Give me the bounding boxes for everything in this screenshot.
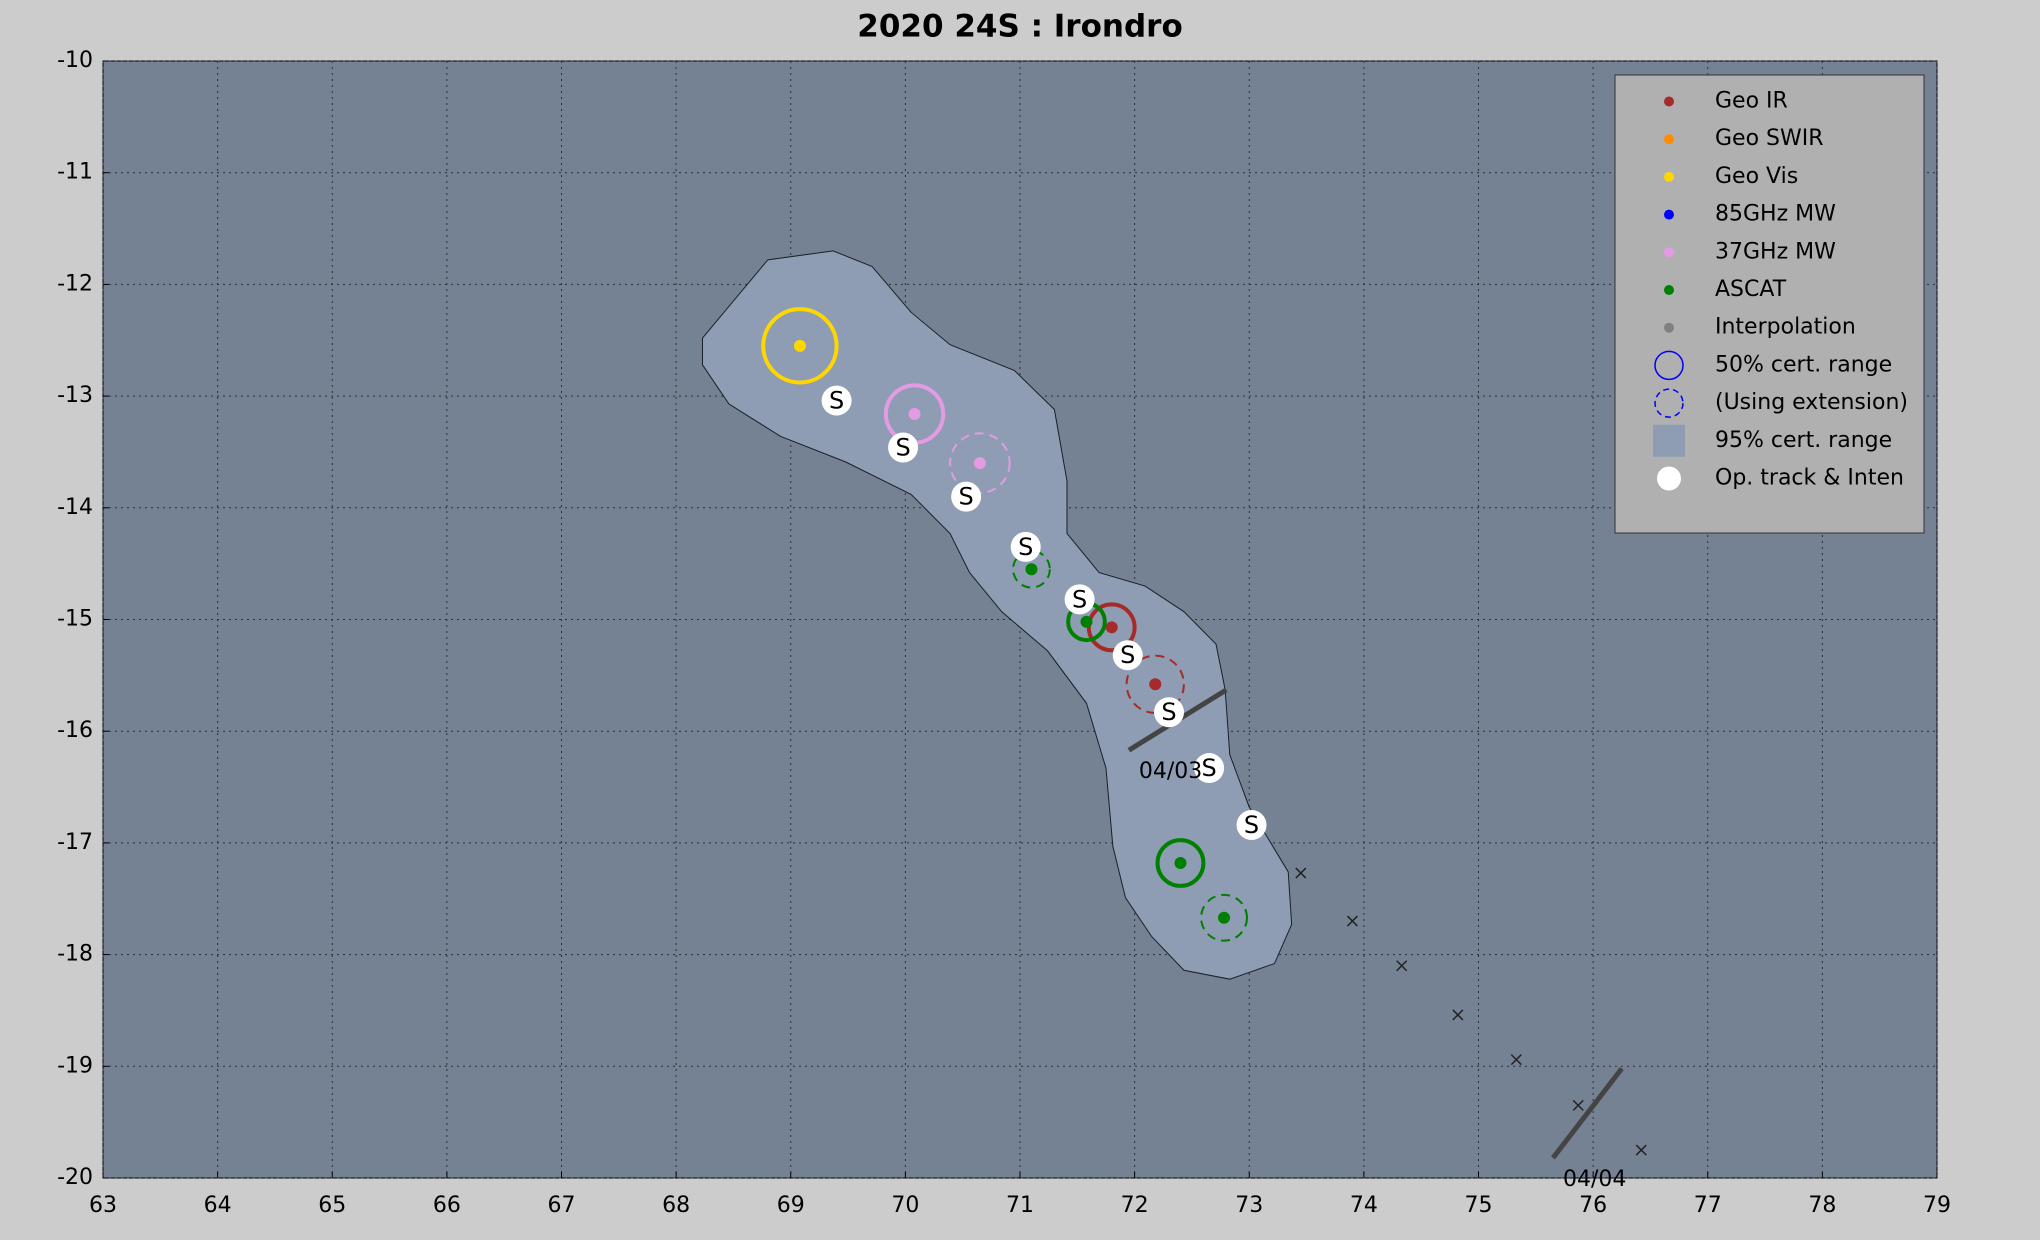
fix-range <box>1086 602 1137 653</box>
legend-label: Op. track & Inten <box>1715 466 1904 491</box>
legend-label: Geo SWIR <box>1715 126 1824 151</box>
op-track-point <box>888 432 919 463</box>
legend-label: ASCAT <box>1715 277 1787 302</box>
intensity-label: S <box>1072 585 1087 613</box>
y-tick-label: -13 <box>57 383 93 408</box>
fix-point <box>1218 911 1231 924</box>
fix-point <box>908 407 921 420</box>
x-tick-label: 64 <box>204 1193 232 1218</box>
op-track-point <box>1112 640 1143 671</box>
legend-marker <box>1664 134 1674 145</box>
x-tick-label: 77 <box>1694 1193 1722 1218</box>
y-tick-label: -19 <box>57 1053 93 1078</box>
op-track-point <box>951 481 982 512</box>
op-track-point <box>1154 697 1185 728</box>
legend-label: 85GHz MW <box>1715 202 1836 227</box>
fix-range <box>1200 893 1248 942</box>
fix-point <box>1025 563 1038 576</box>
y-tick-label: -15 <box>57 607 93 632</box>
legend-marker <box>1653 424 1685 457</box>
x-tick-label: 72 <box>1121 1193 1149 1218</box>
fix-point <box>1105 621 1118 634</box>
fix-range <box>1012 549 1051 589</box>
forecast-point <box>1510 1054 1522 1066</box>
intensity-label: S <box>1244 811 1259 839</box>
chart-title: 2020 24S : Irondro <box>857 9 1183 45</box>
x-tick-label: 78 <box>1808 1193 1836 1218</box>
forecast-point <box>1295 867 1307 879</box>
x-tick-label: 63 <box>89 1193 117 1218</box>
forecast-point <box>1346 915 1358 927</box>
legend-label: 37GHz MW <box>1715 239 1836 264</box>
intensity-label: S <box>1018 533 1033 561</box>
x-tick-label: 68 <box>662 1193 690 1218</box>
x-tick-label: 66 <box>433 1193 461 1218</box>
legend-label: 50% cert. range <box>1715 352 1892 377</box>
legend: Geo IR Geo SWIR Geo Vis 85GHz MW 37GHz MW ASC… <box>1653 89 1908 491</box>
legend-marker <box>1664 247 1674 258</box>
legend-marker <box>1664 322 1674 333</box>
y-tick-label: -20 <box>57 1165 93 1190</box>
legend-marker <box>1654 350 1684 381</box>
forecast-point <box>1452 1009 1464 1021</box>
op-track-point <box>1194 753 1225 784</box>
legend-marker <box>1664 171 1674 182</box>
fix-point <box>973 457 986 470</box>
intensity-label: S <box>1161 698 1176 726</box>
legend-label: Geo IR <box>1715 89 1788 114</box>
legend-marker <box>1664 285 1674 295</box>
op-track-point <box>821 385 852 416</box>
legend-label: Interpolation <box>1715 315 1856 340</box>
x-tick-label: 67 <box>548 1193 576 1218</box>
x-tick-label: 70 <box>891 1193 919 1218</box>
y-tick-label: -16 <box>57 718 93 743</box>
uncertainty-region <box>701 250 1293 980</box>
fix-point <box>1080 615 1093 628</box>
legend-marker <box>1664 209 1674 220</box>
x-tick-label: 75 <box>1465 1193 1493 1218</box>
forecast-point <box>1396 960 1408 972</box>
op-track-point <box>1236 810 1267 841</box>
intensity-label: S <box>829 387 844 415</box>
y-tick-label: -10 <box>57 48 93 73</box>
legend-marker <box>1664 96 1674 107</box>
y-tick-label: -12 <box>57 271 93 296</box>
fix-range <box>761 307 839 385</box>
date-label: 04/03 <box>1139 759 1202 784</box>
x-tick-label: 74 <box>1350 1193 1378 1218</box>
intensity-label: S <box>1120 641 1135 669</box>
legend-marker <box>1657 466 1681 491</box>
x-tick-label: 76 <box>1579 1193 1607 1218</box>
x-tick-label: 71 <box>1006 1193 1034 1218</box>
op-track-point <box>1064 584 1095 615</box>
date-line <box>1551 1067 1624 1160</box>
fix-point <box>1174 857 1187 870</box>
fix-point <box>1149 678 1162 691</box>
fix-range <box>1125 654 1185 714</box>
date-label: 04/04 <box>1563 1167 1626 1192</box>
y-tick-label: -17 <box>57 830 93 855</box>
fix-point <box>793 339 806 352</box>
legend-marker <box>1654 388 1684 418</box>
x-tick-label: 69 <box>777 1193 805 1218</box>
legend-label: Geo Vis <box>1715 164 1798 189</box>
intensity-label: S <box>895 433 910 461</box>
y-tick-label: -14 <box>57 495 93 520</box>
forecast-point <box>1572 1099 1584 1111</box>
legend-label: (Using extension) <box>1715 390 1908 415</box>
x-tick-label: 73 <box>1235 1193 1263 1218</box>
intensity-label: S <box>959 483 974 511</box>
x-tick-label: 79 <box>1923 1193 1951 1218</box>
x-tick-label: 65 <box>318 1193 346 1218</box>
y-tick-label: -11 <box>57 160 93 185</box>
forecast-point <box>1635 1144 1647 1156</box>
intensity-label: S <box>1202 754 1217 782</box>
legend-label: 95% cert. range <box>1715 428 1892 453</box>
fix-range <box>1155 838 1206 888</box>
y-tick-label: -18 <box>57 942 93 967</box>
op-track-point <box>1010 531 1041 562</box>
